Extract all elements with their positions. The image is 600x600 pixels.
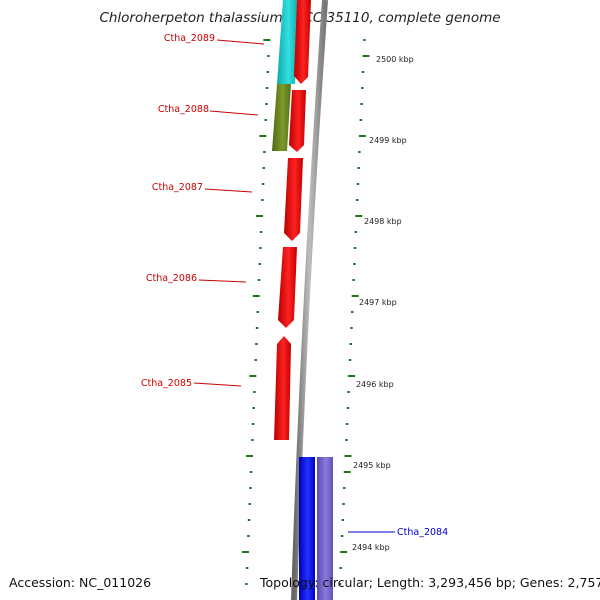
gene-label-ctha-2084[interactable]: Ctha_2084	[397, 527, 448, 538]
gene-leader-lines	[193, 39, 265, 387]
gene-feature-ctha-2086[interactable]	[278, 247, 297, 328]
gene-label-ctha-2089[interactable]: Ctha_2089	[164, 33, 215, 44]
gene-label-ctha-2085[interactable]: Ctha_2085	[141, 378, 192, 389]
topology-info-text: Topology: circular; Length: 3,293,456 bp…	[259, 575, 600, 590]
scale-ticks	[242, 39, 370, 585]
gene-feature-ctha-2088[interactable]	[289, 90, 306, 152]
reverse-strand-track	[299, 457, 333, 600]
scale-label-2496-kbp: 2496 kbp	[356, 380, 394, 389]
scale-label-2499-kbp: 2499 kbp	[369, 136, 407, 145]
gene-feature-ctha-2088-block[interactable]	[272, 84, 291, 151]
scale-label-2494-kbp: 2494 kbp	[352, 543, 390, 552]
gene-feature-ctha-2084[interactable]	[299, 457, 315, 600]
gene-feature-ctha-2089-block[interactable]	[277, 0, 298, 84]
gene-feature-ctha-2087[interactable]	[284, 158, 303, 241]
gene-feature-ctha-2089[interactable]	[294, 0, 311, 84]
gene-label-ctha-2088[interactable]: Ctha_2088	[158, 104, 209, 115]
scale-label-2495-kbp: 2495 kbp	[353, 461, 391, 470]
scale-label-2497-kbp: 2497 kbp	[359, 298, 397, 307]
scale-label-2498-kbp: 2498 kbp	[364, 217, 402, 226]
forward-strand-track	[272, 0, 311, 440]
gene-feature-ctha-2084-block[interactable]	[317, 457, 333, 600]
gene-label-ctha-2087[interactable]: Ctha_2087	[152, 182, 203, 193]
scale-label-2500-kbp: 2500 kbp	[376, 55, 414, 64]
gene-label-ctha-2086[interactable]: Ctha_2086	[146, 273, 197, 284]
accession-text: Accession: NC_011026	[9, 575, 151, 590]
gene-feature-ctha-2085[interactable]	[274, 336, 291, 440]
genome-backbone	[291, 0, 328, 600]
